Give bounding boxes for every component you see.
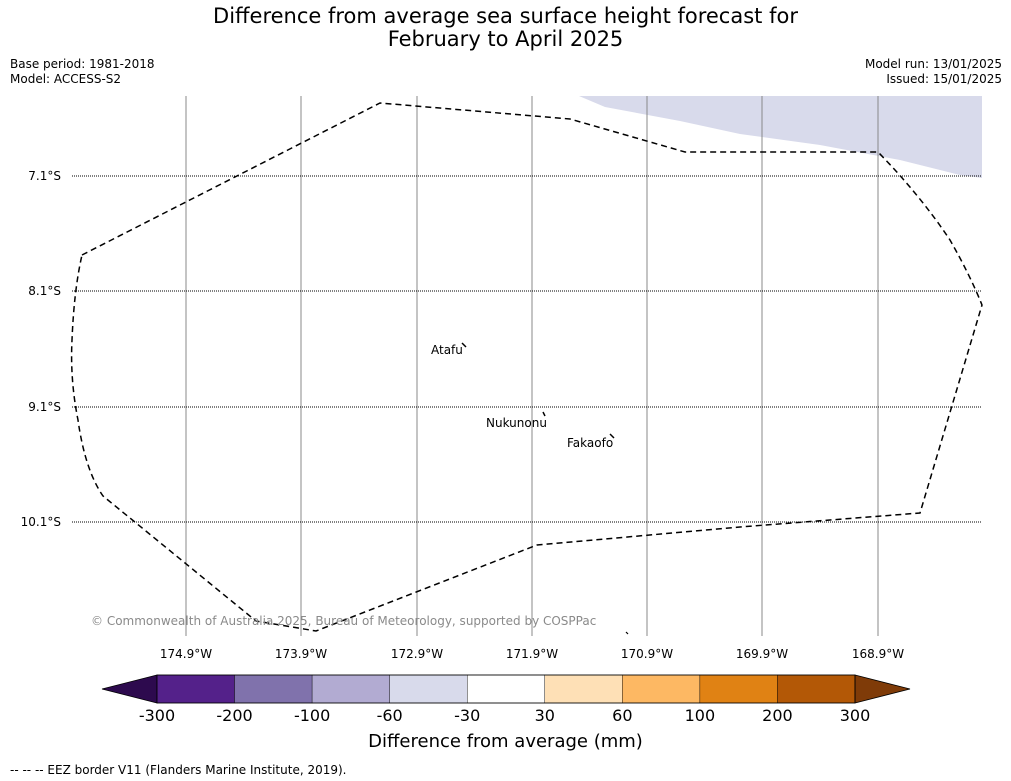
shaded-anomaly-region	[579, 96, 982, 178]
colorbar-extend-high	[854, 674, 911, 704]
colorbar-segment	[234, 674, 313, 704]
colorbar-tick-label: 30	[535, 706, 555, 725]
lon-label-174-9w: 174.9°W	[160, 647, 212, 661]
colorbar-tick-label: 100	[685, 706, 716, 725]
fakaofo-atoll-shape	[609, 433, 615, 439]
colorbar-segment	[622, 674, 701, 704]
colorbar-tick-label: 60	[612, 706, 632, 725]
base-period: Base period: 1981-2018	[10, 57, 155, 71]
small-island-marker	[625, 631, 629, 635]
atafu-atoll-shape	[461, 342, 467, 348]
nukunonu-atoll-shape	[542, 411, 546, 417]
colorbar-extend-low	[101, 674, 158, 704]
eez-legend-note: -- -- -- EEZ border V11 (Flanders Marine…	[10, 763, 347, 777]
eez-border	[70, 102, 983, 632]
lon-label-169-9w: 169.9°W	[736, 647, 788, 661]
lon-label-171-9w: 171.9°W	[506, 647, 558, 661]
longitude-gridlines	[185, 96, 879, 636]
colorbar-segment	[311, 674, 390, 704]
place-label-fakaofo: Fakaofo	[567, 436, 613, 450]
lon-label-172-9w: 172.9°W	[391, 647, 443, 661]
title-line-1: Difference from average sea surface heig…	[213, 4, 798, 28]
issued-date: Issued: 15/01/2025	[886, 72, 1002, 86]
lon-label-168-9w: 168.9°W	[852, 647, 904, 661]
colorbar-tick-label: -100	[294, 706, 330, 725]
colorbar: -300 -200 -100 -60 -30 30 60 100 200 300	[101, 674, 911, 725]
colorbar-tick-label: 200	[762, 706, 793, 725]
lat-label-9-1s: 9.1°S	[28, 400, 61, 414]
colorbar-tick-label: -300	[139, 706, 175, 725]
lon-label-170-9w: 170.9°W	[621, 647, 673, 661]
colorbar-tick-label: -60	[377, 706, 403, 725]
colorbar-segment	[467, 674, 545, 704]
place-label-atafu: Atafu	[431, 343, 463, 357]
place-label-nukunonu: Nukunonu	[486, 416, 547, 430]
latitude-gridlines	[72, 175, 982, 523]
colorbar-tick-label: -200	[216, 706, 252, 725]
info-left: Base period: 1981-2018 Model: ACCESS-S2	[10, 57, 155, 87]
colorbar-segment	[156, 674, 235, 704]
colorbar-tick-label: 300	[840, 706, 871, 725]
model-name: Model: ACCESS-S2	[10, 72, 122, 86]
copyright-notice: © Commonwealth of Australia 2025, Bureau…	[91, 614, 597, 628]
colorbar-segment	[777, 674, 856, 704]
title-line-2: February to April 2025	[387, 27, 624, 51]
colorbar-segment	[389, 674, 468, 704]
colorbar-label: Difference from average (mm)	[368, 731, 643, 752]
lat-label-10-1s: 10.1°S	[21, 515, 61, 529]
model-run: Model run: 13/01/2025	[864, 57, 1002, 71]
lon-label-173-9w: 173.9°W	[275, 647, 327, 661]
colorbar-segment	[544, 674, 623, 704]
colorbar-tick-label: -30	[454, 706, 480, 725]
chart-title: Difference from average sea surface heig…	[0, 5, 1011, 51]
colorbar-segment	[699, 674, 778, 704]
colorbar-outline	[156, 674, 856, 704]
lat-label-8-1s: 8.1°S	[28, 284, 61, 298]
info-right: Model run: 13/01/2025 Issued: 15/01/2025	[865, 57, 1002, 87]
lat-label-7-1s: 7.1°S	[28, 169, 61, 183]
